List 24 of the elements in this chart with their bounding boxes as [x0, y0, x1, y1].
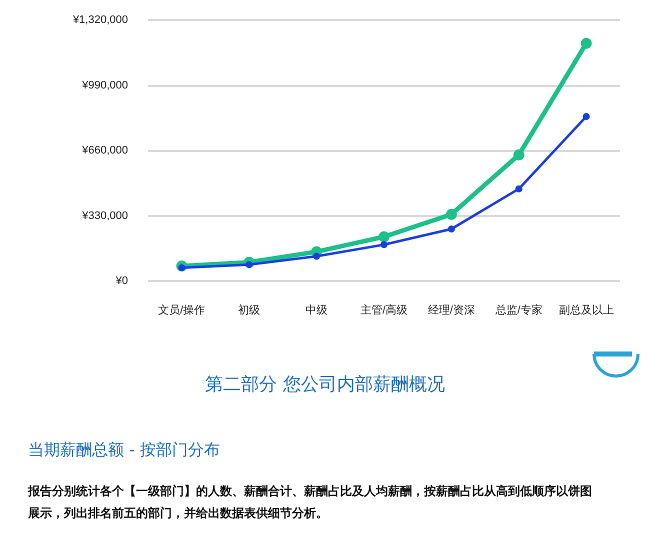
text: 当期薪酬总额 - 按部门分布 — [28, 440, 220, 461]
point — [380, 241, 388, 248]
x-tick-label: 中级 — [306, 304, 328, 316]
y-tick-label: ¥1,320,000 — [72, 14, 128, 26]
point — [313, 252, 320, 260]
x-tick-label: 副总及以上 — [558, 304, 614, 316]
point — [446, 208, 457, 220]
x-tick-label: 总监/专家 — [494, 304, 542, 316]
point — [448, 226, 455, 232]
text: 报告分别统计各个【一级部门】的人数、薪酬合计、薪酬占比及人均薪酬，按薪酬占比从高到低顺序以饼图展示，列出排名前五的部门，并给出数据表供细节分析。 — [28, 483, 593, 522]
x-tick-label: 经理/资深 — [428, 304, 475, 316]
point — [582, 112, 590, 120]
point — [515, 185, 522, 192]
x-tick-label: 文员/操作 — [158, 304, 206, 316]
y-tick-label: ¥0 — [114, 275, 128, 287]
point — [580, 38, 592, 49]
point — [513, 149, 524, 160]
point — [378, 231, 390, 242]
text: 第二部分 您公司内部薪酬概况 — [204, 373, 446, 396]
x-tick-label: 初级 — [238, 304, 260, 316]
y-tick-label: ¥990,000 — [81, 79, 128, 92]
y-tick-label: ¥330,000 — [81, 210, 128, 222]
x-tick-label: 主管/高级 — [360, 304, 408, 316]
y-tick-label: ¥660,000 — [81, 144, 128, 156]
